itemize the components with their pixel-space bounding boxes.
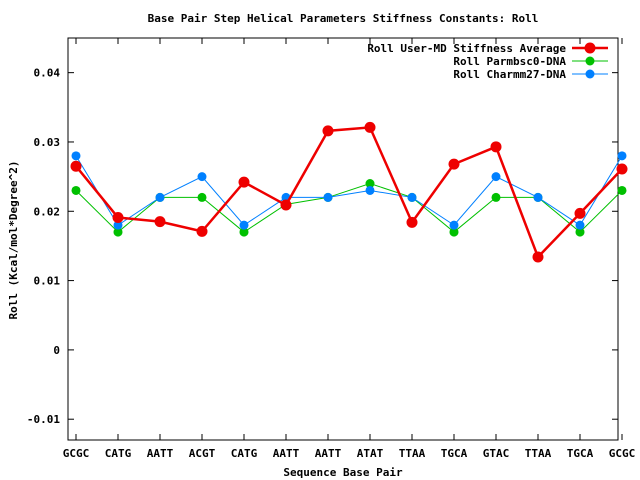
data-point: [113, 227, 123, 237]
data-point: [155, 192, 165, 202]
data-point: [322, 125, 334, 137]
data-point: [112, 212, 124, 224]
x-tick-label: TTAA: [399, 447, 426, 460]
data-point: [449, 220, 459, 230]
data-point: [533, 192, 543, 202]
data-point: [197, 192, 207, 202]
x-tick-label: CATG: [105, 447, 132, 460]
data-point: [196, 225, 208, 237]
y-tick-label: 0.04: [34, 67, 61, 80]
data-point: [449, 227, 459, 237]
legend-label: Roll User-MD Stiffness Average: [367, 42, 566, 55]
x-axis-label: Sequence Base Pair: [283, 466, 403, 479]
chart-title: Base Pair Step Helical Parameters Stiffn…: [148, 12, 539, 25]
y-tick-label: 0.02: [34, 205, 61, 218]
data-point: [70, 160, 82, 172]
data-point: [448, 158, 460, 170]
x-tick-label: GCGC: [63, 447, 90, 460]
x-tick-label: GTAC: [483, 447, 510, 460]
x-tick-label: ACGT: [189, 447, 216, 460]
legend-label: Roll Parmbsc0-DNA: [453, 55, 566, 68]
data-point: [154, 216, 166, 228]
data-point: [364, 121, 376, 133]
series-layer: [70, 121, 628, 263]
data-point: [239, 220, 249, 230]
x-tick-label: AATT: [273, 447, 300, 460]
data-point: [617, 185, 627, 195]
legend-marker: [585, 56, 595, 66]
data-point: [617, 151, 627, 161]
series-0: [70, 121, 628, 263]
series-line: [75, 155, 623, 226]
y-tick-label: 0.03: [34, 136, 61, 149]
x-tick-label: GCGC: [609, 447, 636, 460]
series-line: [75, 183, 623, 233]
data-point: [490, 141, 502, 153]
x-tick-label: AATT: [315, 447, 342, 460]
x-tick-label: TTAA: [525, 447, 552, 460]
data-point: [491, 172, 501, 182]
legend-label: Roll Charmm27-DNA: [453, 68, 566, 81]
data-point: [197, 172, 207, 182]
data-point: [575, 220, 585, 230]
x-tick-label: ATAT: [357, 447, 384, 460]
data-point: [239, 227, 249, 237]
data-point: [113, 220, 123, 230]
data-point: [406, 216, 418, 228]
y-tick-label: 0: [53, 344, 60, 357]
legend-marker: [585, 69, 595, 79]
series-line: [75, 126, 623, 260]
axis-ticks: -0.01 0 0.01 0.02 0.03 0.04 GCGC CATG AATT ACGT CA…: [27, 38, 635, 460]
plot-frame: [67, 37, 619, 441]
data-point: [365, 185, 375, 195]
series-2: [71, 151, 627, 230]
data-point: [365, 179, 375, 189]
x-tick-label: AATT: [147, 447, 174, 460]
data-point: [532, 251, 544, 263]
data-point: [71, 151, 81, 161]
data-point: [407, 192, 417, 202]
data-point: [616, 163, 628, 175]
series-1: [71, 179, 627, 237]
data-point: [238, 176, 250, 188]
data-point: [280, 199, 292, 211]
data-point: [574, 207, 586, 219]
y-tick-label: 0.01: [34, 275, 61, 288]
data-point: [491, 192, 501, 202]
y-tick-label: -0.01: [27, 413, 60, 426]
data-point: [71, 185, 81, 195]
y-axis-label: Roll (Kcal/mol*Degree^2): [7, 161, 20, 320]
x-tick-label: CATG: [231, 447, 258, 460]
legend-marker: [584, 42, 596, 54]
data-point: [323, 192, 333, 202]
x-tick-label: TGCA: [441, 447, 468, 460]
x-tick-label: TGCA: [567, 447, 594, 460]
data-point: [575, 227, 585, 237]
